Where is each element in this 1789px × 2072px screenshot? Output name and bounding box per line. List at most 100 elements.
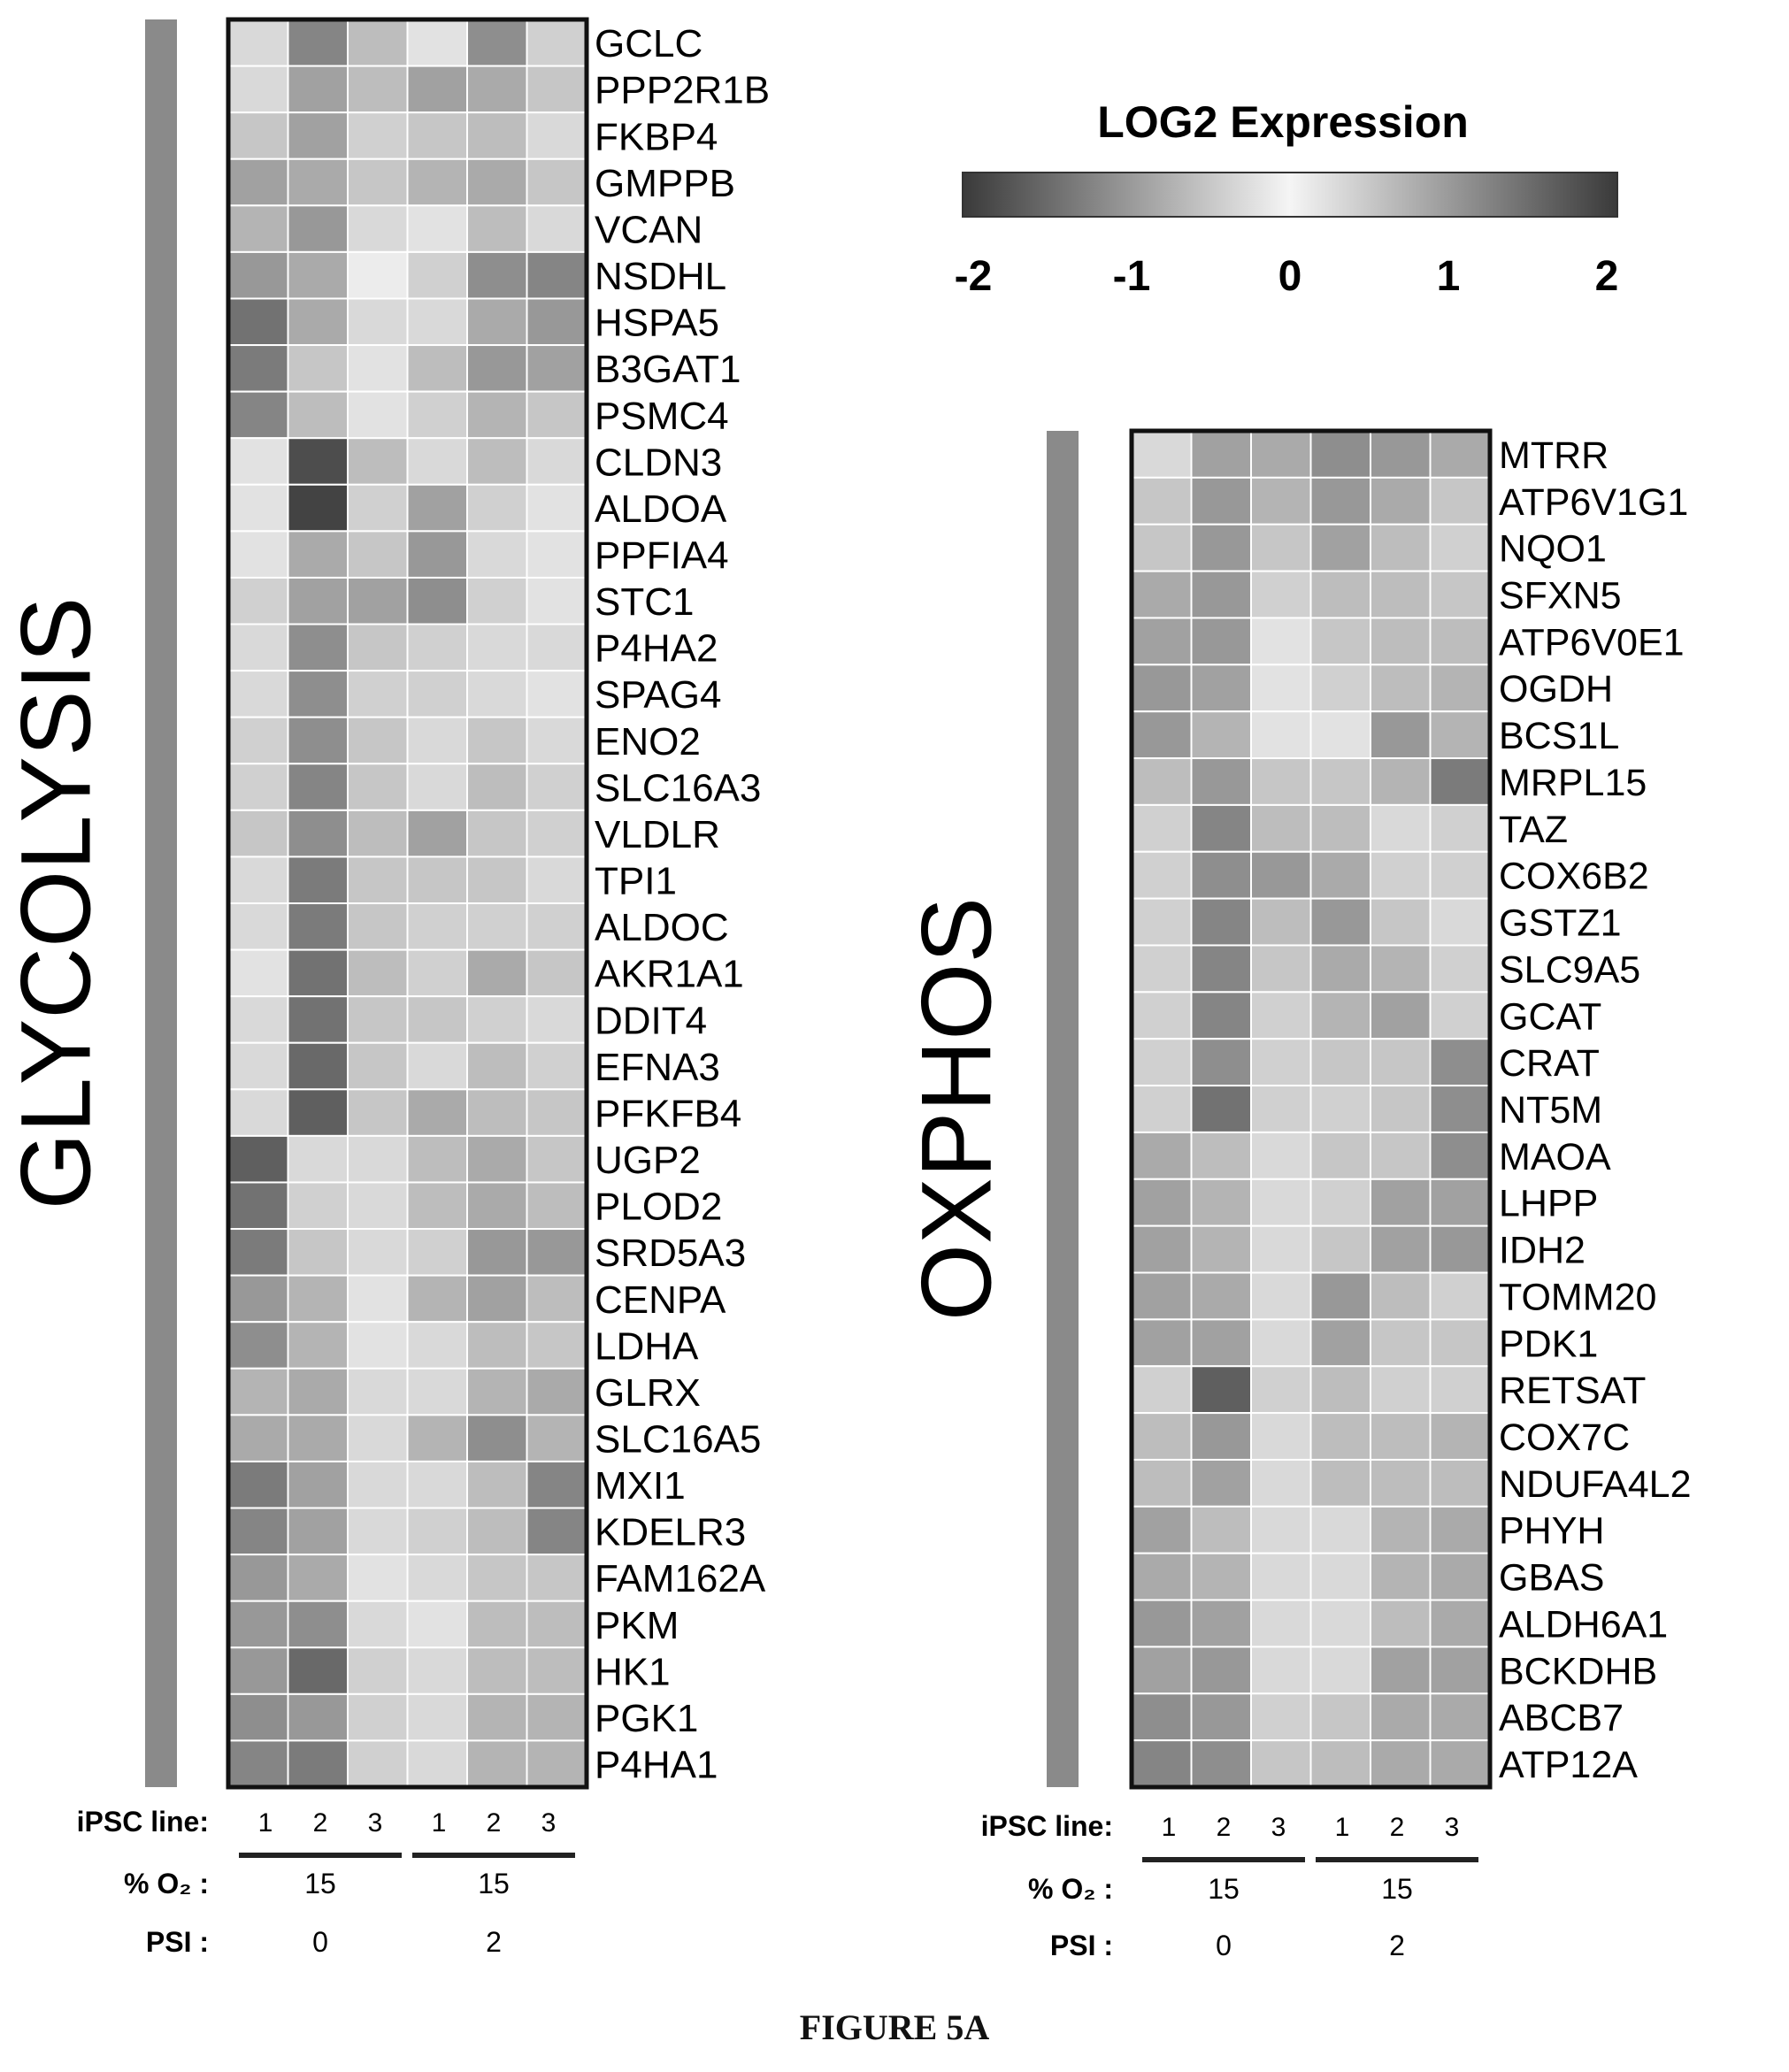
legend-title: LOG2 Expression: [1097, 97, 1469, 147]
heatmap-cell: [1250, 1085, 1312, 1133]
heatmap-cell: [1370, 1131, 1432, 1180]
heatmap-cell: [526, 19, 587, 67]
heatmap-cell: [406, 902, 468, 951]
gene-label: EFNA3: [595, 1046, 720, 1089]
heatmap-cell: [1131, 1599, 1193, 1648]
heatmap-cell: [227, 1554, 289, 1602]
heatmap-cell: [1131, 991, 1193, 1040]
heatmap-cell: [526, 763, 587, 811]
heatmap-cell: [406, 1692, 468, 1742]
heatmap-cell: [287, 530, 349, 579]
heatmap-cell: [526, 1554, 587, 1602]
heatmap-cell: [1429, 1224, 1491, 1274]
heatmap-cell: [227, 576, 289, 625]
heatmap-cell: [1131, 476, 1193, 526]
heatmap-cell: [1309, 523, 1371, 572]
heatmap-cell: [347, 1134, 409, 1184]
heatmap-cell: [1370, 1552, 1432, 1601]
heatmap-cell: [1309, 1178, 1371, 1227]
heatmap-cell: [227, 1646, 289, 1695]
heatmap-cell: [1309, 897, 1371, 947]
heatmap-cell: [1131, 1646, 1193, 1695]
gene-label: ATP12A: [1499, 1744, 1638, 1786]
group-bracket: [239, 1853, 402, 1858]
group-bracket: [412, 1853, 575, 1858]
heatmap-cell: [1131, 430, 1193, 479]
ipsc-line-number: 2: [487, 1808, 502, 1838]
heatmap-cell: [1309, 1131, 1371, 1180]
heatmap-cell: [1309, 1646, 1371, 1695]
heatmap-cell: [287, 948, 349, 998]
heatmap-cell: [1429, 1646, 1491, 1695]
gene-label: ABCB7: [1499, 1697, 1624, 1739]
heatmap-cell: [1309, 617, 1371, 666]
figure-caption: FIGURE 5A: [799, 2007, 990, 2047]
heatmap-cell: [526, 1692, 587, 1742]
heatmap-cell: [466, 297, 528, 347]
heatmap-cell: [227, 902, 289, 951]
heatmap-cell: [1190, 1458, 1252, 1508]
heatmap-cell: [227, 344, 289, 393]
gene-label: BCKDHB: [1499, 1650, 1657, 1692]
heatmap-cell: [1131, 1552, 1193, 1601]
heatmap-cell: [1131, 1038, 1193, 1087]
heatmap-cells: [1131, 430, 1491, 1789]
heatmap-cell: [466, 1181, 528, 1231]
heatmap-cell: [1190, 1505, 1252, 1554]
group-o2-value: 15: [1208, 1873, 1240, 1905]
heatmap-cell: [347, 390, 409, 440]
heatmap-cell: [347, 809, 409, 858]
heatmap-cell: [287, 809, 349, 858]
heatmap-cell: [287, 111, 349, 160]
heatmap-cell: [1370, 1599, 1432, 1648]
heatmap-cell: [1429, 944, 1491, 994]
heatmap-cell: [526, 1739, 587, 1788]
heatmap-cell: [406, 1460, 468, 1509]
group-psi-value: 0: [312, 1926, 328, 1958]
heatmap-cell: [1370, 523, 1432, 572]
heatmap-cell: [347, 1414, 409, 1462]
heatmap-cell: [287, 204, 349, 253]
heatmap-cell: [1190, 664, 1252, 713]
heatmap-cell: [1309, 1552, 1371, 1601]
heatmap-cell: [466, 1554, 528, 1602]
heatmap-cell: [347, 65, 409, 114]
heatmap-cell: [1309, 991, 1371, 1040]
heatmap-cell: [287, 1181, 349, 1231]
gene-label: SRD5A3: [595, 1232, 746, 1275]
heatmap-cell: [1429, 1365, 1491, 1415]
heatmap-cell: [1131, 1365, 1193, 1415]
gene-label: KDELR3: [595, 1511, 746, 1554]
heatmap-cell: [1309, 1599, 1371, 1648]
heatmap-cell: [1131, 1085, 1193, 1133]
heatmap-cell: [1190, 991, 1252, 1040]
heatmap-cell: [347, 948, 409, 998]
heatmap-cell: [1190, 617, 1252, 666]
gene-label: ATP6V0E1: [1499, 621, 1685, 664]
heatmap-cell: [1250, 757, 1312, 806]
heatmap-cell: [466, 344, 528, 393]
gene-label: VLDLR: [595, 813, 720, 856]
heatmap-cell: [526, 1414, 587, 1462]
heatmap-cell: [287, 65, 349, 114]
heatmap-cell: [406, 1367, 468, 1416]
heatmap-cell: [526, 995, 587, 1044]
heatmap-cell: [227, 204, 289, 253]
gene-label: PSMC4: [595, 395, 729, 438]
heatmap-cell: [347, 1739, 409, 1788]
ipsc-line-number: 2: [1217, 1813, 1232, 1842]
heatmap-cell: [466, 576, 528, 625]
group-bracket: [1316, 1857, 1478, 1862]
gene-label: LDHA: [595, 1324, 699, 1368]
heatmap-cell: [1131, 664, 1193, 713]
heatmap-cell: [1250, 430, 1312, 479]
gene-label: PFKFB4: [595, 1092, 741, 1135]
heatmap-cell: [1131, 1692, 1193, 1742]
heatmap-cell: [1190, 523, 1252, 572]
heatmap-cell: [1131, 570, 1193, 619]
heatmap-cell: [287, 157, 349, 207]
heatmap-cell: [1131, 944, 1193, 994]
panel-title: GLYCOLYSIS: [1, 597, 111, 1210]
group-o2-value: 15: [478, 1868, 510, 1899]
legend-tick-label: -1: [1113, 253, 1151, 300]
